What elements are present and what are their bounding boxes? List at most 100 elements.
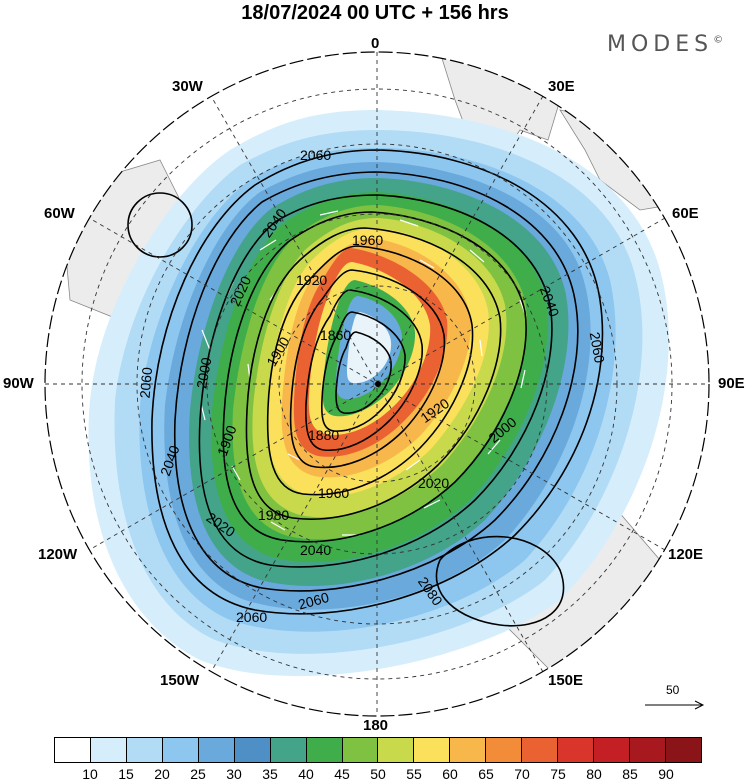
colorbar-segment [270, 738, 307, 762]
contour-2080 [435, 535, 565, 627]
colorbar-tick-label: 65 [478, 766, 494, 782]
wind-vector [270, 521, 286, 531]
contour-label: 1960 [318, 485, 349, 501]
colorbar-segment [234, 738, 271, 762]
wind-vector [520, 369, 526, 389]
colorbar-segment [342, 738, 379, 762]
colorbar-tick-label: 85 [622, 766, 638, 782]
colorbar-labels: 10 15 20 25 30 35 40 45 50 55 60 65 70 75 80 85 90 [54, 766, 702, 782]
colorbar-segment [665, 738, 701, 762]
lon-label-0: 0 [371, 35, 380, 52]
lon-label-30w: 30W [172, 78, 203, 95]
colorbar-segment [126, 738, 163, 762]
meridian-30-210 [210, 95, 544, 673]
wind-vector [259, 239, 277, 251]
colorbar-tick-label: 90 [658, 766, 674, 782]
colorbar-tick-label: 10 [82, 766, 98, 782]
wind-vector [487, 439, 501, 455]
wind-vector [399, 219, 419, 227]
reference-vector-label: 50 [666, 683, 680, 697]
colorbar-tick-label: 40 [298, 766, 314, 782]
wind-vector [231, 465, 241, 481]
height-contours [127, 149, 604, 627]
contour-1900 [305, 289, 423, 452]
lon-label-150w: 150W [160, 672, 200, 689]
contour-label: 1860 [320, 327, 351, 343]
colorbar-segment [198, 738, 235, 762]
colorbar-tick-label: 60 [442, 766, 458, 782]
copyright-mark: © [713, 34, 724, 46]
lon-label-90e: 90E [718, 375, 745, 392]
contour-label: 1880 [308, 427, 339, 443]
wind-vector [201, 329, 211, 351]
lon-label-120e: 120E [668, 546, 704, 563]
colorbar-tick-label: 15 [118, 766, 134, 782]
contour-high-west [127, 192, 193, 258]
contour-2040 [173, 171, 579, 592]
graticule [45, 52, 709, 716]
lon-label-60w: 60W [44, 205, 75, 222]
contour-label: 2020 [418, 475, 449, 491]
wind-vector [423, 499, 441, 509]
colorbar-segment [594, 738, 630, 762]
contour-2020 [198, 194, 553, 568]
colorbar-segment [306, 738, 343, 762]
colorbar-tick-label: 55 [406, 766, 422, 782]
colorbar-segment [378, 738, 415, 762]
colorbar-tick-label: 50 [370, 766, 386, 782]
colorbar-tick-label: 75 [550, 766, 566, 782]
contour-1960 [266, 245, 474, 496]
contour-label: 2060 [296, 589, 330, 613]
wind-vector [469, 249, 485, 263]
meridian-120-300 [88, 217, 666, 551]
lon-label-150e: 150E [548, 672, 584, 689]
contour-labels: 2060 2040 2020 1960 1920 1860 1900 2000 … [136, 147, 607, 625]
contour-label: 2060 [236, 609, 267, 625]
lon-label-60e: 60E [672, 205, 699, 222]
colorbar-tick-label: 35 [262, 766, 278, 782]
wind-vector [287, 453, 301, 461]
colorbar-segment [522, 738, 559, 762]
contour-label: 2040 [300, 542, 331, 558]
contour-label: 1920 [296, 272, 327, 288]
vortex-core [347, 312, 392, 384]
colorbar-tick-label: 25 [190, 766, 206, 782]
contour-label: 1980 [258, 507, 289, 523]
colorbar-segment [450, 738, 487, 762]
lon-label-180: 180 [363, 717, 389, 734]
contour-label: 1960 [352, 232, 383, 248]
contour-label: 2060 [136, 366, 155, 399]
contour-1860 [335, 331, 392, 414]
meridian-150-330 [210, 95, 544, 673]
north-pole-marker [375, 381, 381, 387]
wind-vector [405, 459, 421, 471]
arrow-right-icon [645, 700, 705, 710]
contour-1880 [320, 311, 406, 432]
contour-label: 2060 [587, 331, 608, 365]
brand-name: MODES [607, 32, 714, 57]
contour-label: 2060 [300, 147, 331, 163]
colorbar-segment [558, 738, 595, 762]
contour-1920 [289, 269, 446, 469]
contour-2000 [222, 211, 527, 543]
colorbar-tick-label: 70 [514, 766, 530, 782]
wind-vector [479, 339, 483, 357]
colorbar-segment [162, 738, 199, 762]
lon-label-120w: 120W [38, 546, 78, 563]
contour-1980 [245, 227, 502, 520]
colorbar-tick-label: 20 [154, 766, 170, 782]
colorbar-segment [630, 738, 666, 762]
colorbar-tick-label: 45 [334, 766, 350, 782]
modes-logo: MODES© [607, 32, 723, 57]
colorbar-segment [414, 738, 451, 762]
lon-label-90w: 90W [3, 375, 34, 392]
colorbar [54, 737, 702, 763]
wind-vector [319, 210, 339, 216]
map-boundary [44, 51, 710, 717]
colorbar-segment [55, 738, 91, 762]
colorbar-tick-label: 80 [586, 766, 602, 782]
colorbar-segment [486, 738, 523, 762]
contour-label: 2000 [193, 356, 214, 390]
chart-title: 18/07/2024 00 UTC + 156 hrs [241, 2, 509, 24]
